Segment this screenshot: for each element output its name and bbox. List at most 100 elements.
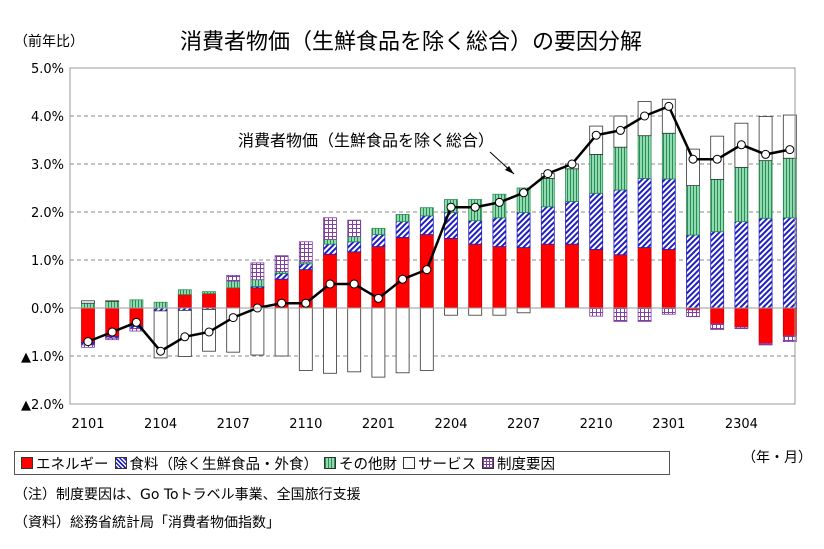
bar-other-goods bbox=[395, 213, 410, 222]
cpi-point bbox=[325, 279, 335, 289]
bar-energy bbox=[637, 247, 652, 309]
y-tick-label: 2.0% bbox=[31, 206, 64, 221]
bar-services bbox=[492, 307, 507, 316]
bar-energy bbox=[395, 237, 410, 309]
cpi-point bbox=[204, 327, 214, 337]
cpi-point bbox=[785, 145, 795, 155]
legend-swatch bbox=[482, 457, 494, 469]
bar-food bbox=[323, 243, 337, 255]
bar-other-goods bbox=[202, 291, 216, 294]
cpi-point bbox=[446, 202, 456, 212]
bar-services bbox=[371, 307, 386, 378]
cpi-point bbox=[301, 298, 311, 308]
bar-other-goods bbox=[613, 146, 628, 191]
bar-policy bbox=[226, 274, 241, 282]
x-unit-label: （年・月） bbox=[742, 450, 812, 466]
x-tick-label: 2201 bbox=[362, 417, 395, 432]
bar-energy bbox=[661, 249, 676, 309]
bar-other-goods bbox=[81, 302, 95, 309]
bar-energy bbox=[565, 243, 579, 309]
y-tick-label: 4.0% bbox=[31, 110, 64, 125]
bar-food bbox=[274, 273, 289, 280]
bar-energy bbox=[202, 293, 216, 309]
bar-policy bbox=[637, 307, 652, 322]
bar-food bbox=[565, 201, 579, 245]
bar-other-goods bbox=[323, 238, 337, 245]
bar-food bbox=[589, 192, 604, 250]
bar-food bbox=[637, 177, 652, 248]
x-tick-label: 2104 bbox=[144, 417, 177, 432]
bar-services bbox=[468, 307, 483, 316]
bar-policy bbox=[589, 307, 604, 317]
bar-services bbox=[516, 307, 531, 314]
bar-policy bbox=[782, 335, 797, 342]
y-unit-label: （前年比） bbox=[14, 34, 84, 50]
bar-food bbox=[468, 220, 483, 245]
bar-services bbox=[105, 300, 120, 302]
legend-label: サービス bbox=[418, 456, 476, 473]
bar-other-goods bbox=[419, 207, 434, 217]
y-tick-label: ▲2.0% bbox=[21, 398, 64, 413]
cpi-point bbox=[615, 125, 625, 135]
chart-title: 消費者物価（生鮮食品を除く総合）の要因分解 bbox=[180, 30, 643, 55]
bar-food bbox=[734, 221, 749, 309]
bar-services bbox=[81, 300, 95, 304]
bar-food bbox=[782, 217, 797, 309]
x-tick-label: 2204 bbox=[434, 417, 467, 432]
bar-other-goods bbox=[153, 301, 168, 309]
bar-other-goods bbox=[105, 300, 120, 309]
x-tick-label: 2210 bbox=[580, 417, 613, 432]
bar-food bbox=[540, 206, 555, 245]
bar-energy bbox=[540, 243, 555, 309]
cpi-point bbox=[373, 293, 383, 303]
y-tick-label: 5.0% bbox=[31, 62, 64, 77]
legend-item-policy: 制度要因 bbox=[482, 453, 555, 474]
cpi-point bbox=[470, 202, 480, 212]
bar-other-goods bbox=[782, 157, 797, 219]
legend-item-other-goods: その他財 bbox=[324, 453, 397, 474]
x-tick-label: 2207 bbox=[507, 417, 540, 432]
cpi-point bbox=[543, 169, 553, 179]
bar-other-goods bbox=[758, 160, 773, 219]
bar-food bbox=[395, 221, 410, 238]
bar-energy bbox=[782, 307, 797, 337]
bar-other-goods bbox=[589, 153, 604, 194]
bar-food bbox=[686, 234, 700, 309]
bar-other-goods bbox=[686, 185, 700, 236]
legend-swatch bbox=[21, 457, 33, 469]
bar-services bbox=[323, 307, 337, 374]
legend-swatch bbox=[403, 457, 415, 469]
legend-item-services: サービス bbox=[403, 453, 476, 474]
bar-food bbox=[613, 189, 628, 256]
bar-policy bbox=[323, 217, 337, 240]
legend-item-energy: エネルギー bbox=[21, 453, 109, 474]
bar-food bbox=[758, 217, 773, 309]
legend-label: その他財 bbox=[339, 456, 397, 473]
bar-food bbox=[661, 178, 676, 250]
bar-other-goods bbox=[540, 177, 555, 208]
bar-services bbox=[274, 307, 289, 357]
legend-label: エネルギー bbox=[36, 456, 109, 473]
bar-food bbox=[298, 263, 313, 270]
x-tick-label: 2107 bbox=[217, 417, 250, 432]
legend: エネルギー 食料（除く生鮮食品・外食） その他財 サービス 制度要因 bbox=[14, 451, 670, 475]
bar-services bbox=[686, 148, 700, 186]
bar-food bbox=[347, 241, 362, 253]
bar-services bbox=[758, 116, 773, 162]
x-tick-label: 2301 bbox=[652, 417, 685, 432]
bar-other-goods bbox=[250, 279, 265, 287]
cpi-point bbox=[83, 337, 93, 347]
cpi-point bbox=[567, 159, 577, 169]
bar-other-goods bbox=[129, 299, 144, 309]
bar-policy bbox=[274, 255, 289, 272]
cpi-point bbox=[736, 140, 746, 150]
bar-policy bbox=[758, 343, 773, 346]
bar-other-goods bbox=[565, 168, 579, 202]
bar-services bbox=[395, 307, 410, 374]
y-tick-label: ▲1.0% bbox=[21, 350, 64, 365]
bar-energy bbox=[492, 246, 507, 309]
bar-energy bbox=[177, 294, 192, 309]
bar-other-goods bbox=[371, 227, 386, 235]
